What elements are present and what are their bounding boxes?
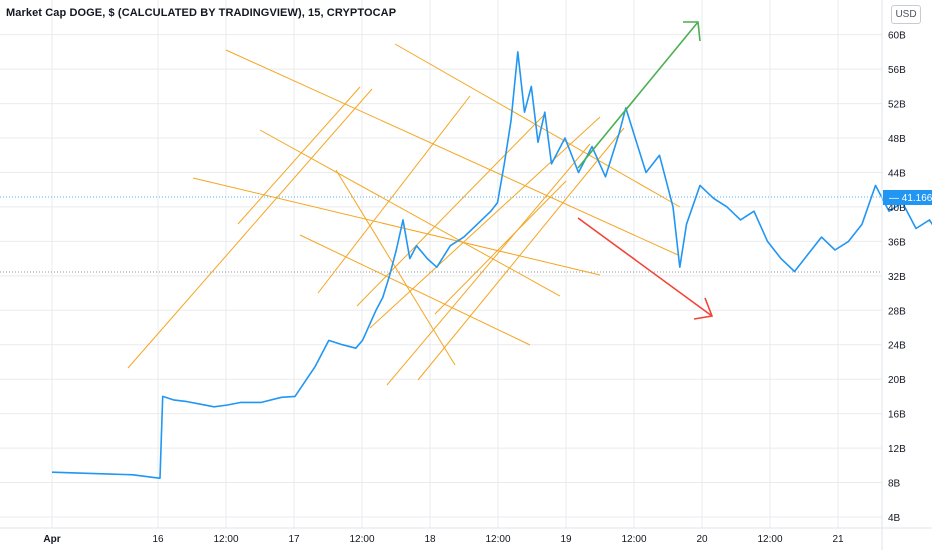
y-tick-label: 32B [888,272,906,283]
x-tick-label: 19 [560,534,572,545]
channel-line [369,116,601,329]
x-tick-label: 12:00 [213,534,238,545]
y-tick-label: 20B [888,375,906,386]
up-arrow-head [683,21,701,42]
x-tick-label: 17 [288,534,300,545]
x-tick-label: 21 [832,534,844,545]
price-line [51,51,932,480]
y-axis[interactable]: 4B 8B 12B 16B 20B 24B 28B 32B 36B 40B 44B 48B 52B 56B… [881,0,932,550]
channel-line [192,177,601,276]
y-tick-label: 8B [888,479,901,490]
series-layer [51,51,932,480]
last-price-badge-bg [883,190,932,205]
y-tick-label: 16B [888,410,906,421]
y-tick-label: 52B [888,100,906,111]
arrows-layer [577,21,714,320]
y-tick-label: 28B [888,306,906,317]
up-arrow-shaft [577,21,699,169]
y-tick-label: 60B [888,31,906,42]
x-tick-label: 18 [424,534,436,545]
x-axis[interactable]: Apr 16 12:00 17 12:00 18 12:00 19 12:00 20 12:00 21 [0,527,932,545]
down-arrow-shaft [577,217,713,317]
last-price-value: — 41.166B [889,193,932,204]
y-tick-label: 36B [888,237,906,248]
currency-button[interactable]: USD [891,5,921,24]
x-tick-label: 12:00 [621,534,646,545]
x-tick-label: 12:00 [757,534,782,545]
channel-line [335,169,456,366]
channel-line [434,180,567,315]
x-tick-label: 12:00 [485,534,510,545]
y-tick-label: 56B [888,65,906,76]
grid-layer [0,0,882,528]
x-tick-label: 20 [696,534,708,545]
y-tick-label: 48B [888,134,906,145]
y-tick-label: 12B [888,444,906,455]
down-arrow [577,217,714,320]
channel-line [127,88,373,369]
chart-title: Market Cap DOGE, $ (CALCULATED BY TRADIN… [6,7,397,19]
y-tick-label: 4B [888,513,901,524]
last-price-badge: — 41.166B [883,190,932,205]
channel-line [259,129,561,297]
channel-lines [127,43,681,386]
up-arrow [577,21,701,169]
channel-line [317,95,471,294]
channel-line [299,234,531,346]
x-tick-label: 16 [152,534,164,545]
y-tick-label: 40B [888,203,906,214]
channel-line [394,43,681,208]
channel-line [386,143,591,386]
x-tick-label: Apr [43,534,60,545]
channel-line [237,86,361,225]
down-arrow-head [693,297,714,320]
channel-line [225,49,679,256]
y-tick-label: 24B [888,341,906,352]
y-tick-label: 44B [888,168,906,179]
channel-line [417,127,625,381]
channel-line [356,113,546,307]
x-tick-label: 12:00 [349,534,374,545]
